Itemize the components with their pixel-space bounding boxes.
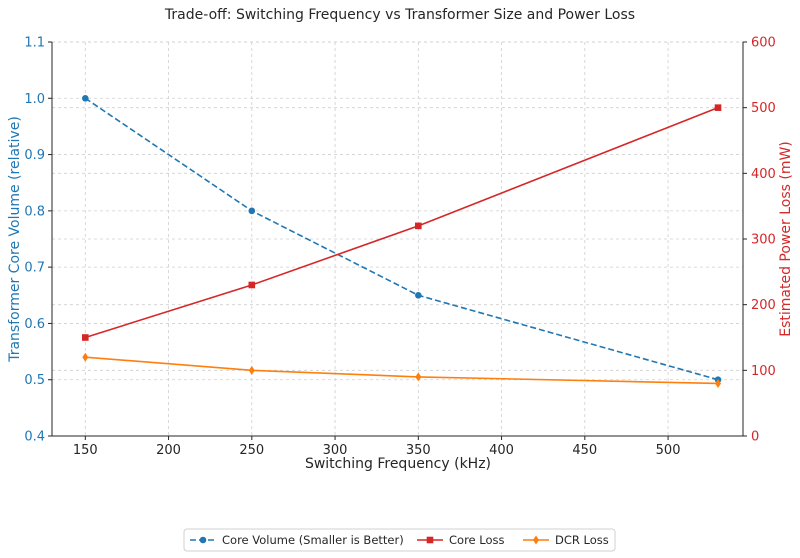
left-y-tick-label: 0.8: [24, 204, 45, 219]
core-loss-point: [82, 334, 89, 341]
core-loss-point: [248, 281, 256, 289]
core-loss-point: [714, 104, 722, 111]
left-y-tick-label: 0.4: [24, 430, 45, 445]
right-y-tick-label: 400: [751, 167, 776, 182]
right-y-tick-label: 300: [751, 233, 776, 248]
grid: [52, 41, 743, 437]
left-y-tick-label: 1.1: [24, 36, 45, 51]
dcr-loss-point: [415, 372, 422, 382]
legend-core-volume-label: Core Volume (Smaller is Better): [222, 533, 404, 547]
right-y-tick-label: 600: [751, 36, 776, 51]
core-volume-point: [82, 94, 89, 102]
left-y-tick-label: 0.7: [24, 261, 45, 276]
legend-core-loss-label: Core Loss: [449, 533, 505, 547]
legend-core-volume-marker: [199, 536, 207, 544]
core-volume-point: [248, 207, 256, 215]
x-tick-label: 300: [323, 443, 348, 458]
dcr-loss-point: [715, 378, 722, 388]
x-tick-label: 350: [406, 443, 431, 458]
x-tick-label: 500: [656, 443, 681, 458]
right-y-tick-label: 200: [751, 298, 776, 313]
series-layer: [82, 94, 722, 388]
dcr-loss-point: [248, 365, 255, 375]
legend-dcr-loss-marker: [533, 535, 539, 545]
right-y-axis-label: Estimated Power Loss (mW): [778, 141, 794, 337]
right-y-tick-label: 0: [751, 430, 759, 445]
core-loss-point: [415, 222, 422, 230]
legend: Core Volume (Smaller is Better) Core Loss…: [183, 528, 616, 552]
dcr-loss-point: [82, 352, 89, 362]
x-tick-label: 400: [489, 443, 514, 458]
x-axis-label: Switching Frequency (kHz): [305, 456, 491, 472]
x-tick-label: 150: [73, 443, 98, 458]
right-y-tick-label: 100: [751, 364, 776, 379]
core-volume-line: [84, 97, 719, 381]
chart-title: Trade-off: Switching Frequency vs Transf…: [164, 7, 635, 23]
left-y-tick-label: 0.5: [24, 373, 45, 388]
left-y-axis-label: Transformer Core Volume (relative): [7, 116, 23, 363]
right-y-tick-label: 500: [751, 101, 776, 116]
legend-box: [183, 528, 616, 552]
core-volume-point: [415, 291, 422, 299]
legend-dcr-loss-label: DCR Loss: [555, 533, 609, 547]
core-loss-line: [85, 106, 719, 339]
dcr-loss-line: [85, 356, 719, 385]
x-tick-label: 450: [572, 443, 597, 458]
legend-core-loss-marker: [426, 536, 434, 544]
left-y-tick-label: 0.6: [24, 317, 45, 332]
axes: 150 200 250 300 350 400 450 500 0.4 0.5 0.6 0.7 0.8 0…: [24, 36, 776, 459]
x-tick-label: 200: [156, 443, 181, 458]
left-y-tick-label: 0.9: [24, 148, 45, 163]
x-tick-label: 250: [239, 443, 264, 458]
left-y-tick-label: 1.0: [24, 92, 45, 107]
